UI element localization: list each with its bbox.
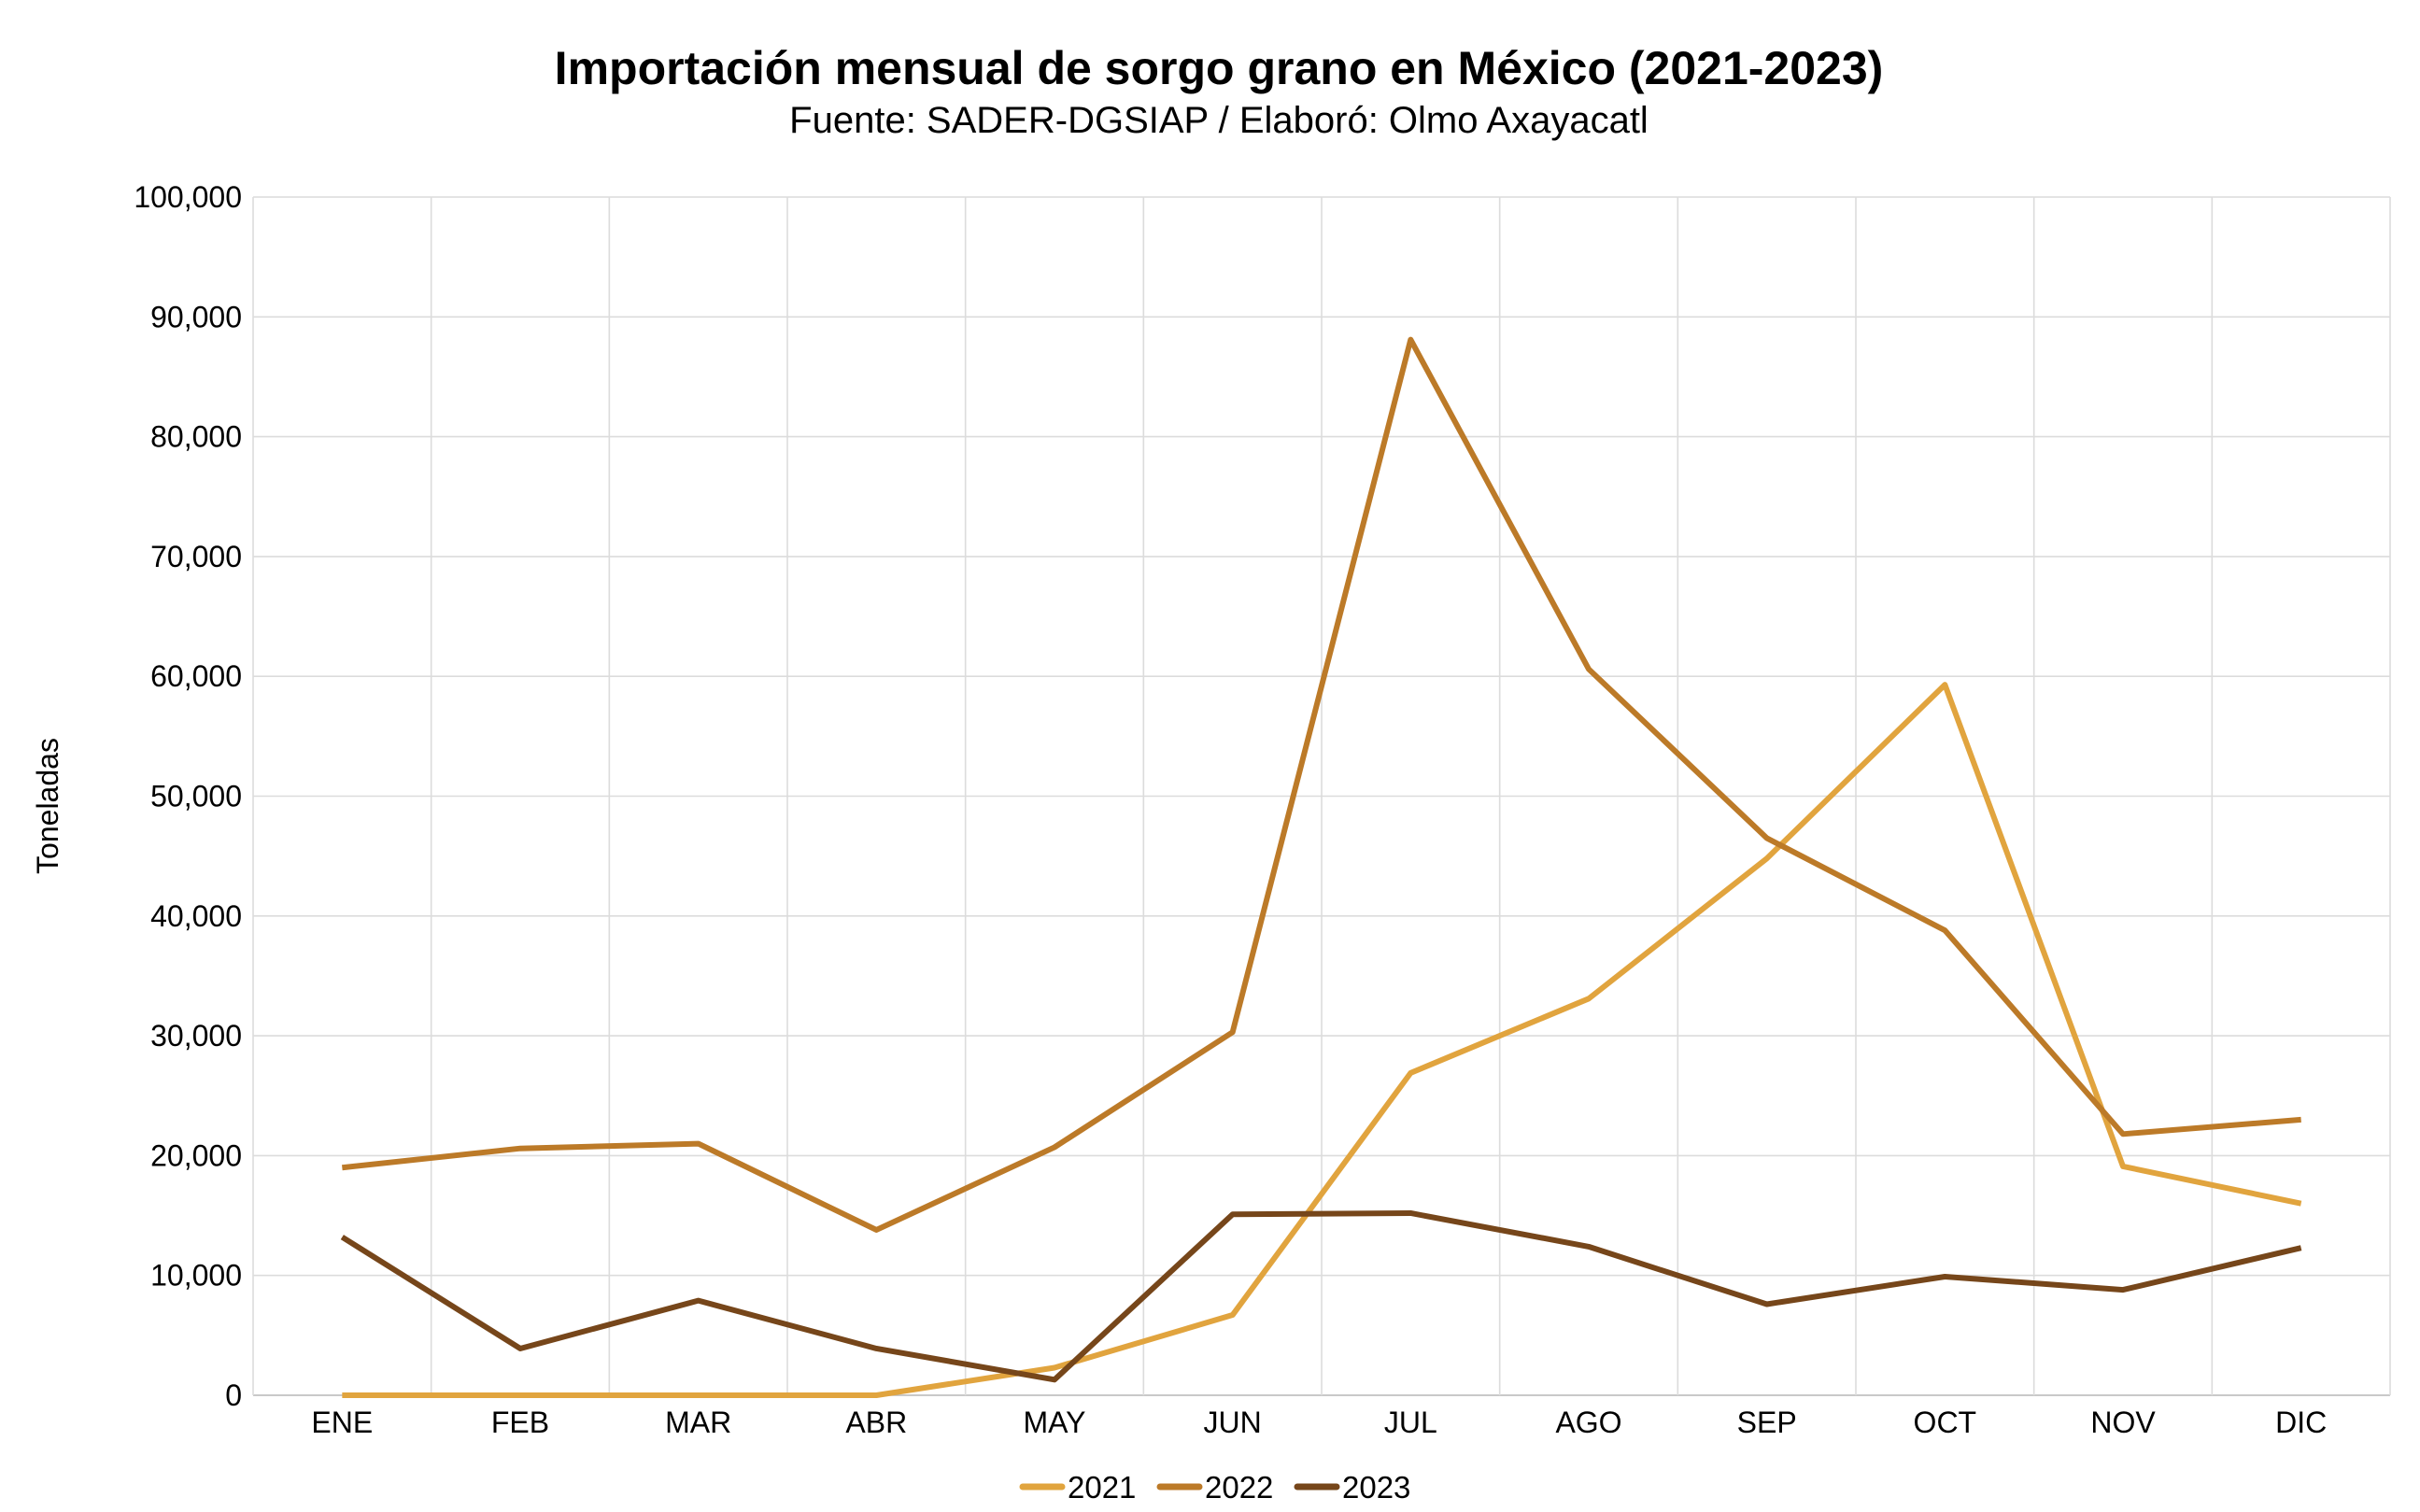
y-tick-label: 100,000 bbox=[134, 180, 242, 214]
x-tick-label: NOV bbox=[2090, 1406, 2156, 1439]
series-line-2022 bbox=[342, 336, 2301, 1233]
x-tick-label: ENE bbox=[311, 1406, 373, 1439]
chart-title: Importación mensual de sorgo grano en Mé… bbox=[555, 42, 1884, 94]
y-tick-label: 30,000 bbox=[150, 1019, 242, 1053]
series-lines bbox=[340, 336, 2302, 1398]
x-tick-label: OCT bbox=[1914, 1406, 1977, 1439]
x-tick-label: MAR bbox=[665, 1406, 731, 1439]
x-tick-label: JUN bbox=[1204, 1406, 1262, 1439]
y-tick-label: 0 bbox=[225, 1378, 242, 1412]
legend-label-2022: 2022 bbox=[1205, 1470, 1273, 1505]
x-tick-label: JUL bbox=[1384, 1406, 1437, 1439]
x-tick-label: MAY bbox=[1024, 1406, 1086, 1439]
x-tick-label: AGO bbox=[1555, 1406, 1621, 1439]
y-tick-labels: 0 10,000 20,000 30,000 40,000 50,000 60,000 70,… bbox=[134, 180, 242, 1412]
legend: 2021 2022 2023 bbox=[1019, 1470, 1410, 1505]
series-line-2023 bbox=[340, 1209, 2302, 1383]
x-tick-label: DIC bbox=[2275, 1406, 2327, 1439]
x-tick-label: FEB bbox=[491, 1406, 549, 1439]
y-tick-label: 90,000 bbox=[150, 300, 242, 333]
gridlines bbox=[252, 196, 2391, 1396]
x-tick-label: ABR bbox=[845, 1406, 907, 1439]
y-tick-label: 70,000 bbox=[150, 540, 242, 573]
y-tick-label: 80,000 bbox=[150, 420, 242, 454]
y-tick-label: 50,000 bbox=[150, 780, 242, 813]
x-tick-labels: ENE FEB MAR ABR MAY JUN JUL AGO SEP OCT NOV DIC bbox=[311, 1406, 2327, 1439]
y-tick-label: 10,000 bbox=[150, 1259, 242, 1293]
legend-label-2023: 2023 bbox=[1342, 1470, 1410, 1505]
y-tick-label: 20,000 bbox=[150, 1138, 242, 1172]
series-line-2021 bbox=[342, 682, 2302, 1398]
y-axis-label: Toneladas bbox=[31, 738, 64, 874]
x-tick-label: SEP bbox=[1737, 1406, 1797, 1439]
chart-subtitle: Fuente: SADER-DGSIAP / Elaboró: Olmo Axa… bbox=[789, 100, 1649, 141]
legend-label-2021: 2021 bbox=[1068, 1470, 1136, 1505]
y-tick-label: 40,000 bbox=[150, 899, 242, 933]
y-tick-label: 60,000 bbox=[150, 659, 242, 693]
